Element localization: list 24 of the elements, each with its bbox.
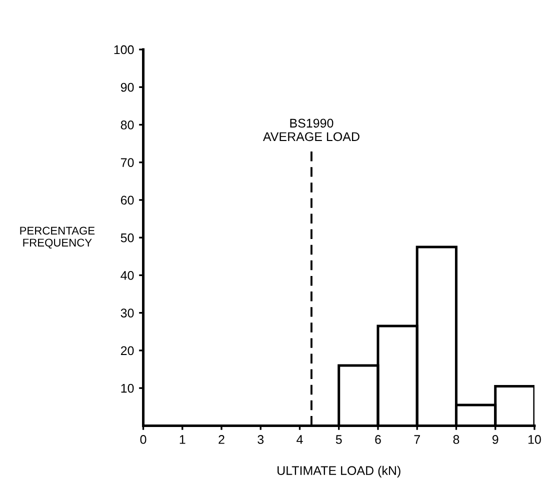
y-tick-label: 60 — [120, 196, 134, 205]
x-tick-label: 0 — [140, 435, 146, 444]
x-tick-label: 7 — [414, 435, 420, 444]
x-axis-title: ULTIMATE LOAD (kN) — [278, 466, 400, 478]
x-tick-label: 9 — [492, 435, 498, 444]
y-tick-label: 50 — [120, 233, 134, 242]
x-tick-label: 4 — [296, 435, 303, 444]
y-axis-title: PERCENTAGE FREQUENCY — [20, 226, 95, 249]
y-tick-label: 20 — [120, 346, 134, 356]
x-tick-label: 1 — [180, 435, 186, 444]
x-tick-label: 6 — [375, 435, 381, 444]
y-tick-label: 80 — [120, 120, 134, 130]
y-tick-label: 10 — [121, 384, 134, 393]
x-tick-label: 5 — [336, 435, 342, 444]
y-tick-label: 100 — [114, 45, 134, 54]
y-tick-label: 40 — [120, 271, 134, 280]
y-tick-label: 70 — [120, 158, 134, 168]
y-tick-label: 30 — [120, 308, 134, 318]
ref-line-label: BS1990 AVERAGE LOAD — [262, 118, 360, 142]
x-tick-label: 8 — [453, 435, 460, 444]
x-tick-label: 2 — [218, 435, 224, 444]
x-tick-label: 10 — [528, 435, 541, 444]
y-tick-label: 90 — [120, 82, 134, 92]
x-tick-label: 3 — [258, 435, 264, 444]
